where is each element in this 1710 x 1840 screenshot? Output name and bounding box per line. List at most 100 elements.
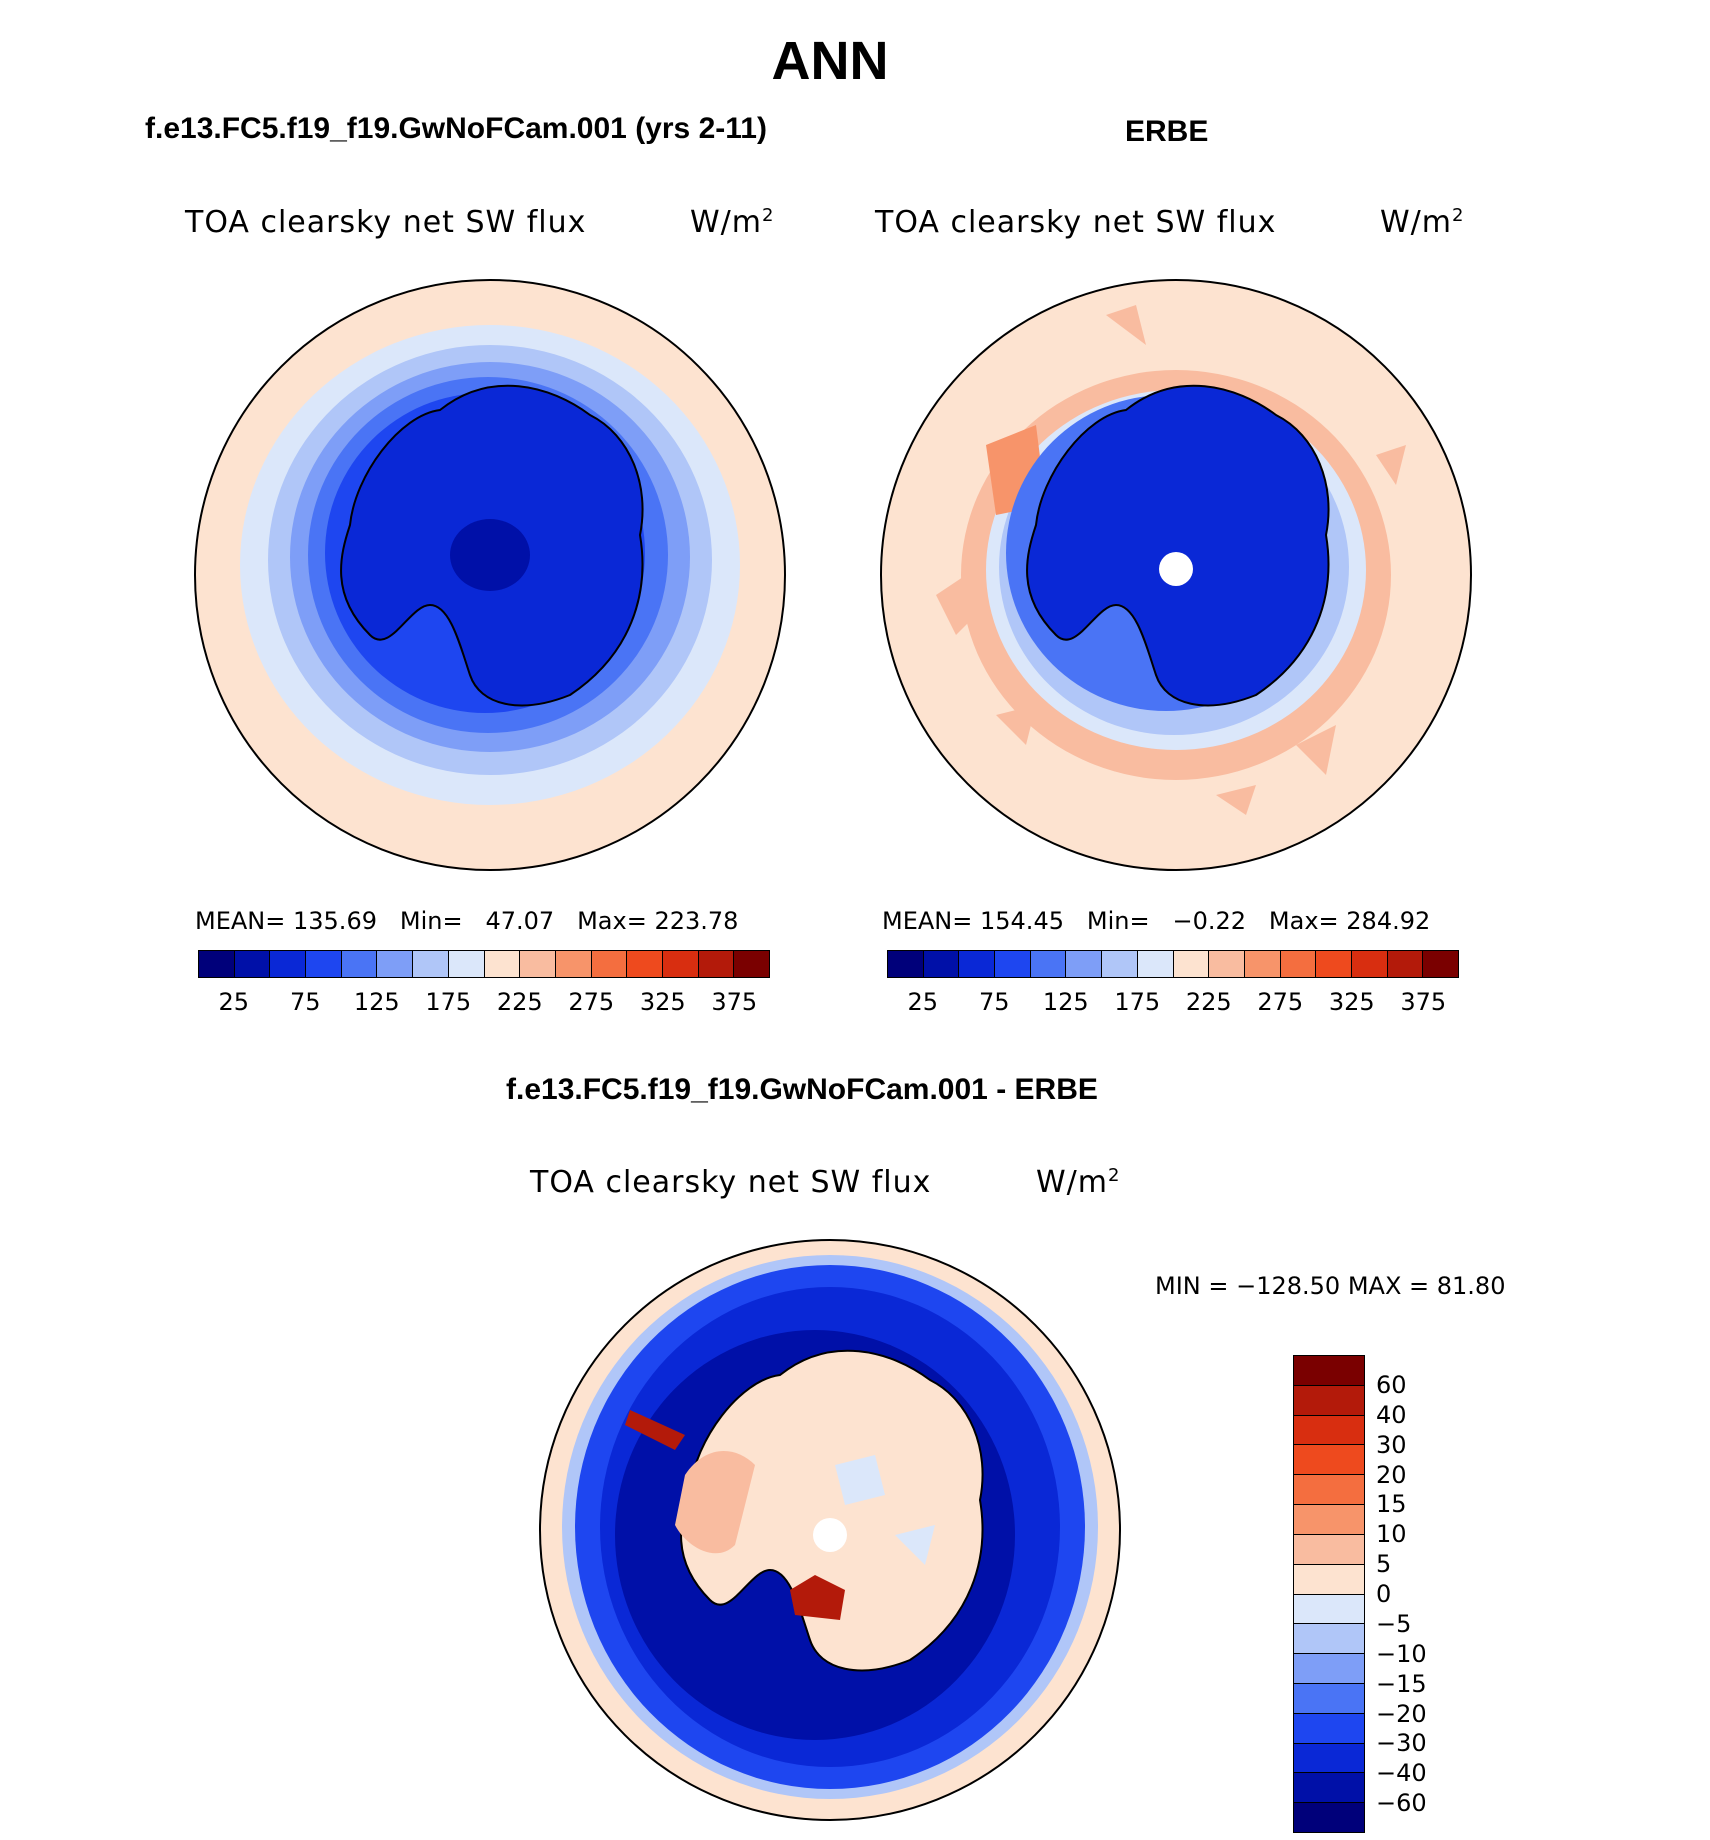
model-colorbar-swatch	[663, 951, 699, 977]
obs-colorbar-tick-label: 125	[1036, 988, 1096, 1016]
diff-colorbar-tick-label: 15	[1376, 1490, 1407, 1518]
model-colorbar-swatch	[413, 951, 449, 977]
diff-polar-map	[535, 1235, 1125, 1825]
obs-colorbar-swatch	[1245, 951, 1281, 977]
obs-colorbar-swatch	[924, 951, 960, 977]
obs-units-label: W/m2	[1380, 205, 1464, 240]
model-case-title: f.e13.FC5.f19_f19.GwNoFCam.001 (yrs 2-11…	[145, 112, 767, 146]
model-colorbar	[198, 950, 770, 978]
model-pole-core	[450, 519, 530, 591]
diff-colorbar-tick-label: −60	[1376, 1789, 1427, 1817]
obs-colorbar	[887, 950, 1459, 978]
diff-colorbar-swatch	[1294, 1595, 1364, 1625]
model-stats: MEAN= 135.69 Min= 47.07 Max= 223.78	[195, 907, 738, 935]
model-colorbar-swatch	[449, 951, 485, 977]
diff-minmax: MIN = −128.50 MAX = 81.80	[1155, 1272, 1505, 1300]
model-colorbar-swatch	[270, 951, 306, 977]
obs-colorbar-tick-label: 175	[1107, 988, 1167, 1016]
diff-colorbar-tick-label: 5	[1376, 1550, 1391, 1578]
obs-colorbar-swatch	[1174, 951, 1210, 977]
model-colorbar-swatch	[199, 951, 235, 977]
model-colorbar-swatch	[627, 951, 663, 977]
obs-colorbar-swatch	[995, 951, 1031, 977]
diff-colorbar-swatch	[1294, 1714, 1364, 1744]
diff-colorbar-tick-label: 60	[1376, 1371, 1407, 1399]
model-polar-map	[190, 275, 790, 875]
model-colorbar-swatch	[699, 951, 735, 977]
diff-colorbar-tick-label: −40	[1376, 1759, 1427, 1787]
obs-colorbar-swatch	[959, 951, 995, 977]
obs-variable-label: TOA clearsky net SW flux	[875, 205, 1276, 240]
diff-colorbar-tick-label: −5	[1376, 1610, 1411, 1638]
diff-colorbar-swatch	[1294, 1565, 1364, 1595]
obs-colorbar-swatch	[1423, 951, 1458, 977]
diff-colorbar-swatch	[1294, 1445, 1364, 1475]
diff-colorbar-tick-label: 10	[1376, 1520, 1407, 1548]
model-colorbar-swatch	[377, 951, 413, 977]
diff-colorbar-tick-label: −20	[1376, 1700, 1427, 1728]
obs-colorbar-tick-label: 275	[1250, 988, 1310, 1016]
obs-colorbar-tick-label: 325	[1322, 988, 1382, 1016]
diff-colorbar-tick-label: −15	[1376, 1670, 1427, 1698]
obs-colorbar-swatch	[1316, 951, 1352, 977]
model-colorbar-tick-label: 175	[418, 988, 478, 1016]
diff-variable-label: TOA clearsky net SW flux	[530, 1165, 931, 1200]
diff-colorbar-swatch	[1294, 1773, 1364, 1803]
obs-polar-map	[876, 275, 1476, 875]
model-units-label: W/m2	[690, 205, 774, 240]
diff-colorbar-swatch	[1294, 1624, 1364, 1654]
model-colorbar-tick-label: 25	[204, 988, 264, 1016]
obs-colorbar-tick-label: 225	[1179, 988, 1239, 1016]
model-colorbar-swatch	[734, 951, 769, 977]
model-colorbar-tick-label: 325	[633, 988, 693, 1016]
obs-colorbar-tick-label: 75	[964, 988, 1024, 1016]
diff-colorbar-swatch	[1294, 1386, 1364, 1416]
diff-colorbar	[1293, 1355, 1365, 1833]
model-colorbar-swatch	[342, 951, 378, 977]
diff-colorbar-tick-label: 0	[1376, 1580, 1391, 1608]
figure-title: ANN	[0, 30, 1660, 92]
diff-pole-hole	[813, 1518, 847, 1552]
model-colorbar-tick-label: 225	[490, 988, 550, 1016]
obs-pole-hole	[1159, 552, 1193, 586]
model-colorbar-tick-label: 125	[347, 988, 407, 1016]
diff-colorbar-tick-label: 40	[1376, 1401, 1407, 1429]
diff-colorbar-swatch	[1294, 1535, 1364, 1565]
diff-colorbar-tick-label: −30	[1376, 1729, 1427, 1757]
obs-colorbar-swatch	[1138, 951, 1174, 977]
diff-case-title: f.e13.FC5.f19_f19.GwNoFCam.001 - ERBE	[506, 1073, 1098, 1107]
diff-colorbar-tick-label: −10	[1376, 1640, 1427, 1668]
diff-units-label: W/m2	[1036, 1165, 1120, 1200]
diff-colorbar-swatch	[1294, 1475, 1364, 1505]
model-variable-label: TOA clearsky net SW flux	[185, 205, 586, 240]
obs-colorbar-swatch	[888, 951, 924, 977]
diff-colorbar-swatch	[1294, 1654, 1364, 1684]
model-colorbar-swatch	[485, 951, 521, 977]
diff-colorbar-swatch	[1294, 1744, 1364, 1774]
obs-colorbar-tick-label: 375	[1393, 988, 1453, 1016]
diff-colorbar-swatch	[1294, 1803, 1364, 1832]
obs-colorbar-tick-label: 25	[893, 988, 953, 1016]
diff-colorbar-swatch	[1294, 1684, 1364, 1714]
model-colorbar-swatch	[306, 951, 342, 977]
obs-stats: MEAN= 154.45 Min= −0.22 Max= 284.92	[882, 907, 1430, 935]
model-colorbar-swatch	[520, 951, 556, 977]
obs-colorbar-swatch	[1209, 951, 1245, 977]
obs-colorbar-swatch	[1352, 951, 1388, 977]
diff-colorbar-tick-label: 20	[1376, 1461, 1407, 1489]
obs-colorbar-swatch	[1031, 951, 1067, 977]
model-colorbar-tick-label: 375	[704, 988, 764, 1016]
obs-colorbar-swatch	[1102, 951, 1138, 977]
diff-colorbar-swatch	[1294, 1416, 1364, 1446]
model-colorbar-swatch	[556, 951, 592, 977]
diff-colorbar-tick-label: 30	[1376, 1431, 1407, 1459]
model-colorbar-tick-label: 275	[561, 988, 621, 1016]
obs-case-title: ERBE	[1125, 115, 1208, 149]
diff-colorbar-swatch	[1294, 1505, 1364, 1535]
obs-colorbar-swatch	[1388, 951, 1424, 977]
model-colorbar-swatch	[592, 951, 628, 977]
obs-colorbar-swatch	[1066, 951, 1102, 977]
model-colorbar-swatch	[235, 951, 271, 977]
diff-colorbar-swatch	[1294, 1356, 1364, 1386]
obs-colorbar-swatch	[1281, 951, 1317, 977]
